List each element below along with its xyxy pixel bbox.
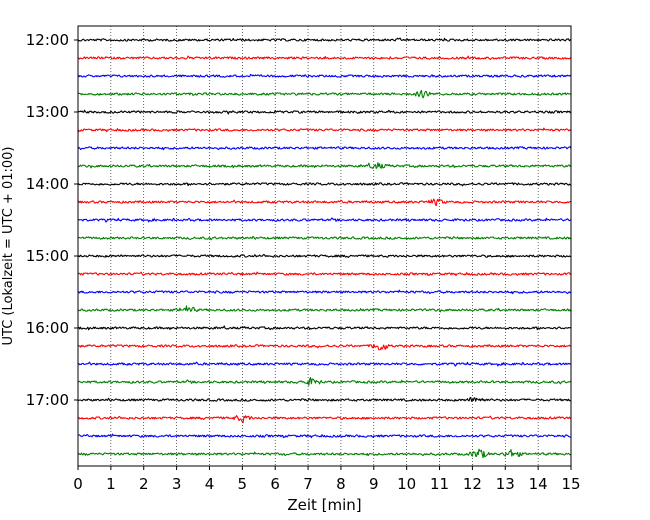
x-tick-label: 15 [561, 475, 580, 493]
trace-1400 [77, 182, 572, 187]
trace-1445 [77, 235, 572, 241]
trace-1515 [77, 271, 572, 277]
trace-1300 [77, 109, 572, 115]
trace-1545 [77, 305, 572, 313]
trace-1730 [77, 433, 572, 439]
x-tick-label: 12 [463, 475, 482, 493]
x-ticks: 0 1 2 3 4 5 6 7 8 9 10 11 12 13 14 15 [73, 466, 581, 493]
trace-1245 [77, 89, 572, 99]
x-axis-label: Zeit [min] [287, 496, 361, 514]
x-tick-label: 0 [73, 475, 83, 493]
trace-1200 [77, 37, 572, 42]
x-tick-label: 10 [397, 475, 416, 493]
x-tick-label: 1 [106, 475, 116, 493]
y-tick-label: 16:00 [26, 319, 69, 337]
x-tick-label: 3 [172, 475, 182, 493]
x-tick-label: 5 [238, 475, 248, 493]
y-tick-label: 17:00 [26, 391, 69, 409]
y-ticks: 12:00 13:00 14:00 15:00 16:00 17:00 [26, 31, 78, 409]
grid-layer [110, 26, 539, 466]
trace-1330 [77, 146, 572, 151]
y-axis-label: UTC (Lokalzeit = UTC + 01:00) [1, 147, 16, 346]
trace-1315 [77, 127, 572, 133]
x-tick-label: 8 [336, 475, 346, 493]
plot-frame [77, 25, 572, 467]
x-tick-label: 2 [139, 475, 149, 493]
x-tick-label: 4 [205, 475, 215, 493]
trace-1745 [77, 448, 572, 459]
trace-1215 [77, 55, 572, 60]
y-tick-label: 14:00 [26, 175, 69, 193]
trace-1645 [77, 377, 572, 386]
trace-layer [77, 37, 572, 459]
trace-1700 [77, 396, 572, 402]
x-tick-label: 13 [496, 475, 515, 493]
x-tick-label: 7 [303, 475, 313, 493]
trace-1715 [77, 415, 572, 423]
trace-1345 [77, 162, 572, 170]
y-tick-label: 15:00 [26, 247, 69, 265]
x-tick-label: 14 [529, 475, 548, 493]
trace-1500 [77, 253, 572, 258]
x-tick-label: 11 [430, 475, 449, 493]
trace-1600 [77, 325, 572, 331]
trace-1530 [77, 289, 572, 295]
trace-1230 [77, 73, 572, 78]
x-tick-label: 6 [270, 475, 280, 493]
x-tick-label: 9 [369, 475, 379, 493]
trace-1415 [77, 198, 572, 207]
trace-1615 [77, 343, 572, 351]
trace-1430 [77, 217, 572, 223]
y-tick-label: 12:00 [26, 31, 69, 49]
y-tick-label: 13:00 [26, 103, 69, 121]
trace-1630 [77, 361, 572, 367]
